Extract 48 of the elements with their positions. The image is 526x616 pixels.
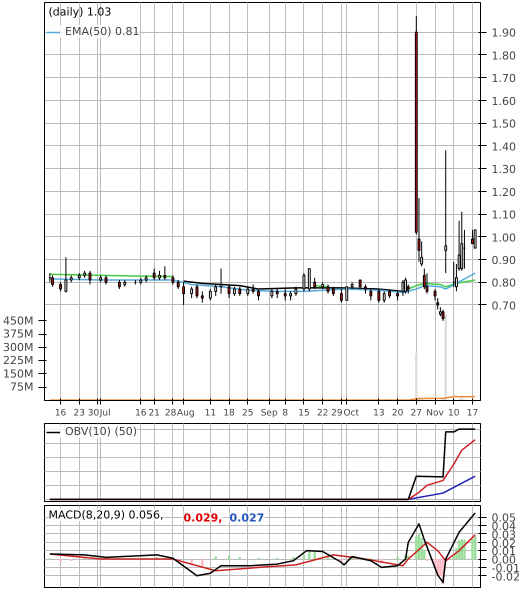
x-tick-label: 18: [223, 408, 236, 418]
y-tick-label: 1.80: [492, 49, 516, 62]
annotation: 0.027: [230, 512, 264, 524]
y-tick-label: 1.30: [492, 163, 516, 176]
text: EMA(50) 0.81: [65, 25, 140, 38]
x-tick-label: 17: [466, 408, 478, 418]
y2-tick-label: 75M: [10, 380, 34, 394]
y-tick-label: 1.60: [492, 94, 516, 108]
x-tick-label: 29: [331, 408, 343, 418]
y-tick-label: 1.90: [492, 26, 516, 40]
y-tick-label: 1.50: [492, 118, 516, 131]
annotation: 0.029,: [184, 512, 222, 524]
y2-tick-label: 300M: [3, 340, 34, 354]
x-tick-label: 23: [74, 408, 85, 418]
x-tick-label: Sep: [260, 408, 278, 418]
y2-tick-label: 150M: [3, 367, 34, 380]
x-tick-label: 25: [242, 408, 254, 418]
x-tick-label: 13: [373, 408, 385, 418]
x-tick-label: 16: [135, 408, 147, 418]
x-tick-label: Aug: [177, 408, 195, 418]
x-tick-label: 16: [54, 408, 67, 418]
x-tick-label: 21: [148, 408, 160, 418]
y2-tick-label: 225M: [3, 354, 34, 368]
y-tick-label: 0.80: [492, 276, 516, 290]
x-tick-label: Jul: [100, 408, 111, 418]
x-tick-label: Nov: [426, 408, 444, 418]
x-tick-label: Oct: [343, 408, 360, 418]
x-tick-label: 10: [448, 408, 460, 418]
x-tick-label: 8: [282, 408, 288, 418]
y-tick-label: 0.90: [492, 254, 516, 267]
y-tick-label: 1.70: [492, 72, 516, 86]
chart-title: (daily) 1.03: [48, 6, 112, 18]
y2-tick-label: 375M: [3, 328, 34, 341]
x-tick-label: 11: [204, 408, 216, 418]
y-tick-label: 1.10: [492, 208, 516, 222]
x-tick-label: 22: [316, 408, 328, 418]
y2-tick-label: 450M: [3, 314, 34, 328]
x-tick-label: 20: [392, 408, 404, 418]
y-tick-label: 1.40: [492, 140, 516, 154]
legend-label: OBV(10) (50): [65, 425, 138, 438]
y-tick-label: 0.70: [492, 299, 516, 312]
x-tick-label: 27: [410, 408, 422, 418]
x-tick-label: 28: [164, 408, 176, 418]
x-tick-label: 15: [298, 408, 310, 418]
annotation: MACD(8,20,9) 0.056,: [48, 508, 164, 522]
y-tick-label: 1.00: [492, 231, 516, 244]
x-tick-label: 30: [88, 408, 100, 418]
y-tick-label: 1.20: [492, 186, 516, 199]
